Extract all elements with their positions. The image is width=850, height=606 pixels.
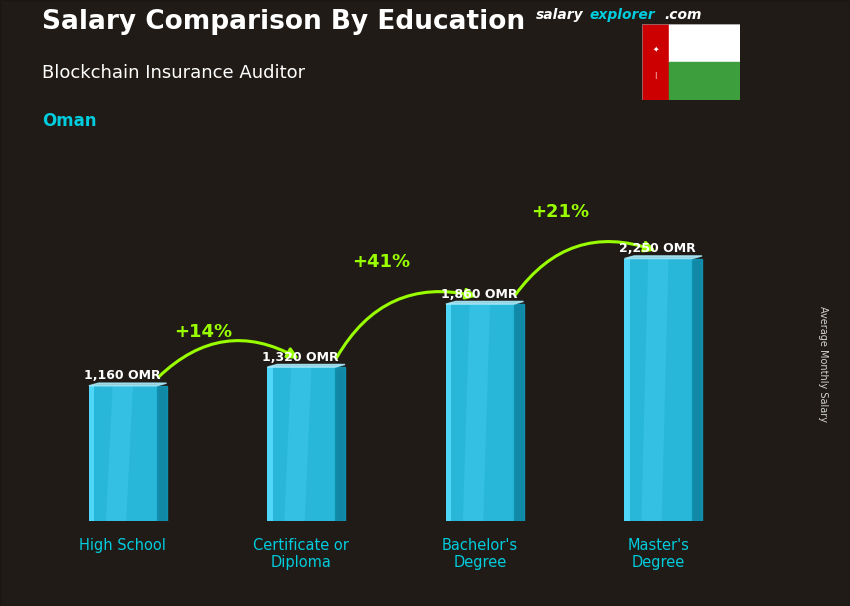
- Text: Average Monthly Salary: Average Monthly Salary: [818, 305, 828, 422]
- Text: 1,160 OMR: 1,160 OMR: [83, 369, 160, 382]
- Bar: [670, 62, 740, 100]
- Bar: [268, 367, 273, 521]
- Text: 1,860 OMR: 1,860 OMR: [440, 288, 517, 301]
- Polygon shape: [692, 259, 702, 521]
- Bar: [446, 304, 451, 521]
- Bar: [670, 24, 740, 62]
- Polygon shape: [463, 304, 490, 521]
- Polygon shape: [642, 259, 668, 521]
- Text: +14%: +14%: [174, 324, 232, 341]
- Polygon shape: [513, 304, 524, 521]
- Text: .com: .com: [665, 8, 702, 22]
- Bar: [642, 24, 670, 100]
- Bar: [89, 386, 94, 521]
- Text: Oman: Oman: [42, 112, 97, 130]
- Text: Blockchain Insurance Auditor: Blockchain Insurance Auditor: [42, 64, 306, 82]
- Text: 1,320 OMR: 1,320 OMR: [262, 351, 338, 364]
- Polygon shape: [106, 386, 133, 521]
- Polygon shape: [625, 256, 702, 259]
- Polygon shape: [335, 367, 345, 521]
- Polygon shape: [156, 386, 167, 521]
- Polygon shape: [268, 364, 345, 367]
- Polygon shape: [446, 301, 524, 304]
- Text: +41%: +41%: [353, 253, 411, 271]
- Bar: [446, 304, 513, 521]
- Text: |: |: [654, 72, 657, 79]
- Bar: [89, 386, 156, 521]
- Text: +21%: +21%: [531, 203, 589, 221]
- Text: Salary Comparison By Education: Salary Comparison By Education: [42, 9, 525, 35]
- Polygon shape: [285, 367, 311, 521]
- Bar: [625, 259, 630, 521]
- Text: salary: salary: [536, 8, 583, 22]
- Bar: [625, 259, 692, 521]
- Polygon shape: [89, 383, 167, 386]
- Text: explorer: explorer: [590, 8, 655, 22]
- Text: 2,250 OMR: 2,250 OMR: [619, 242, 696, 255]
- Text: ✦: ✦: [653, 44, 659, 53]
- Bar: [268, 367, 335, 521]
